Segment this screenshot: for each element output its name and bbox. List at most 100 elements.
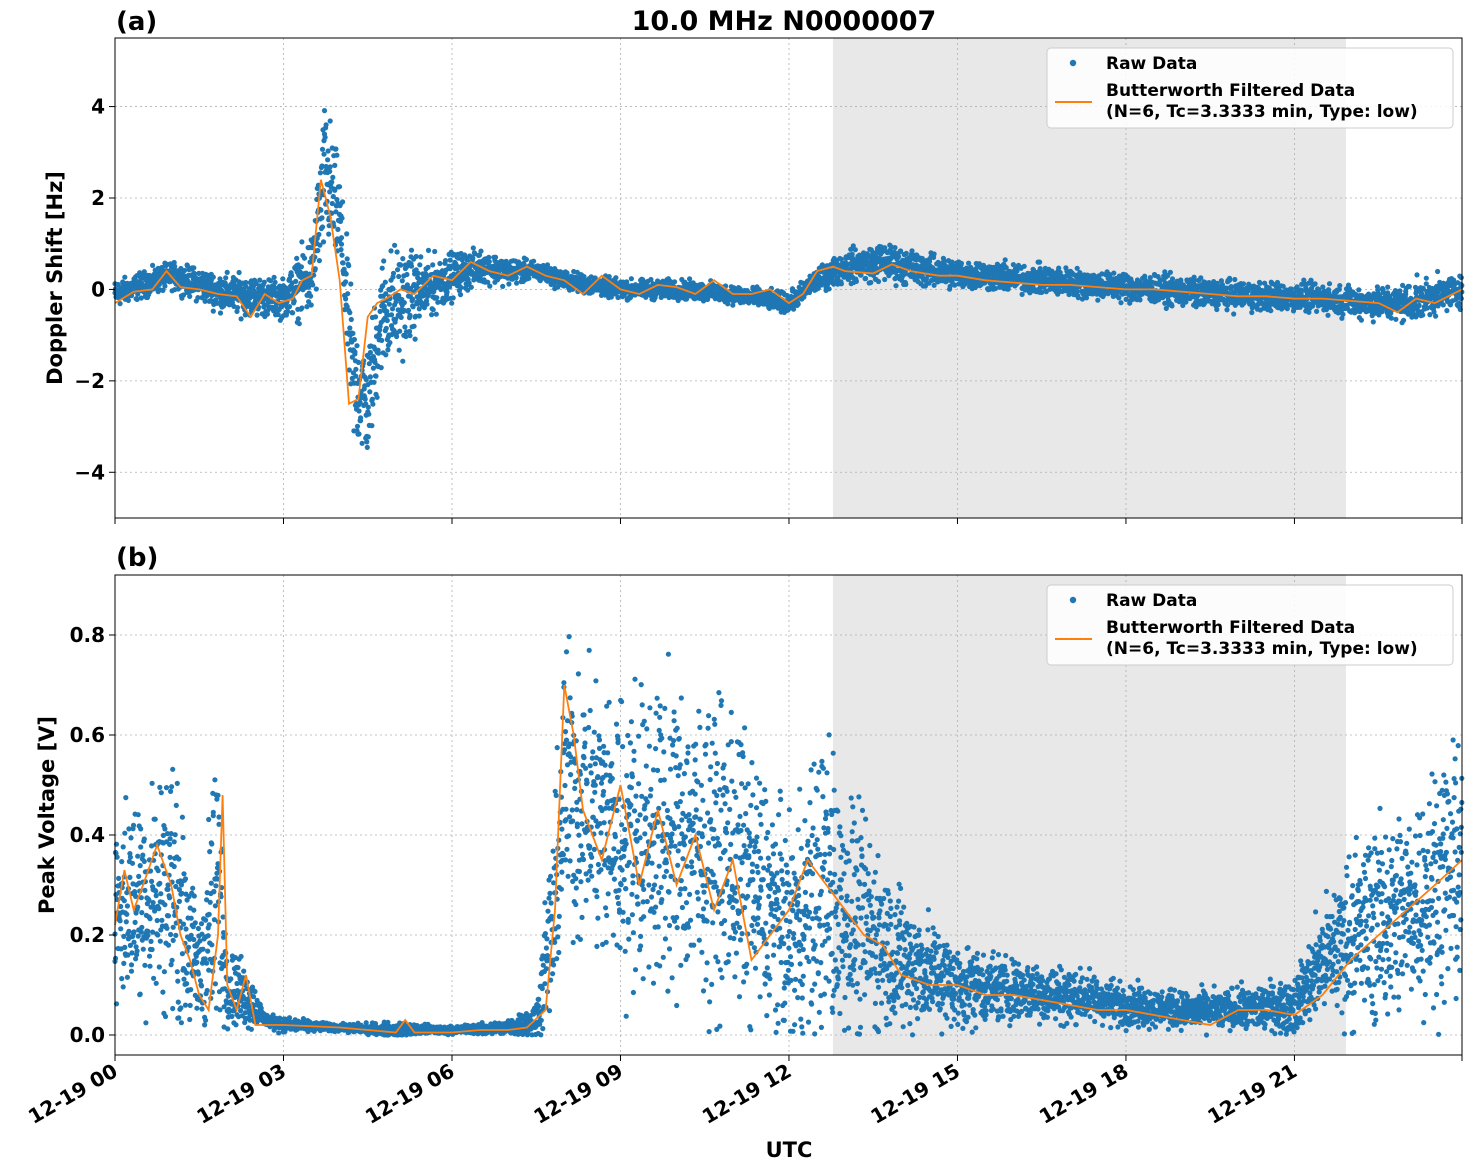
raw-data-point — [334, 152, 340, 158]
raw-data-point — [138, 295, 144, 301]
raw-data-point — [272, 279, 278, 285]
raw-data-point — [343, 279, 349, 285]
raw-data-point — [514, 280, 520, 286]
raw-data-point — [226, 289, 232, 295]
raw-data-point — [399, 278, 405, 284]
raw-data-point — [400, 358, 406, 364]
raw-data-point — [411, 323, 417, 329]
raw-data-point — [402, 324, 408, 330]
raw-data-point — [299, 239, 305, 245]
raw-data-point — [339, 215, 345, 221]
raw-data-point — [613, 275, 619, 281]
raw-data-point — [333, 146, 339, 152]
raw-data-point — [1393, 316, 1399, 322]
raw-data-point — [826, 286, 832, 292]
raw-data-point — [434, 295, 440, 301]
raw-data-point — [378, 365, 384, 371]
panel-a-label: (a) — [116, 7, 157, 37]
raw-data-point — [442, 258, 449, 264]
raw-data-point — [478, 248, 484, 254]
raw-data-point — [294, 255, 300, 261]
raw-data-point — [122, 274, 128, 280]
raw-data-point — [385, 347, 391, 353]
raw-data-point — [229, 299, 235, 306]
raw-data-point — [892, 245, 898, 251]
raw-data-point — [1147, 275, 1153, 281]
raw-data-point — [383, 325, 389, 331]
raw-data-point — [347, 325, 353, 331]
raw-data-point — [310, 282, 316, 288]
raw-data-point — [868, 279, 874, 286]
raw-data-point — [234, 305, 241, 311]
raw-data-point — [417, 262, 423, 268]
raw-data-point — [379, 265, 385, 271]
raw-data-point — [320, 239, 327, 245]
raw-data-point — [195, 295, 201, 301]
raw-data-point — [412, 336, 418, 342]
raw-data-point — [325, 157, 331, 163]
raw-data-point — [327, 118, 333, 124]
raw-data-point — [1257, 280, 1263, 286]
raw-data-point — [238, 316, 244, 322]
raw-data-point — [336, 184, 343, 190]
raw-data-point — [1358, 317, 1364, 323]
raw-data-point — [370, 401, 376, 407]
raw-data-point — [425, 264, 431, 270]
raw-data-point — [299, 305, 305, 311]
raw-data-point — [395, 267, 401, 273]
raw-data-point — [1240, 281, 1247, 287]
raw-data-point — [323, 122, 329, 128]
raw-data-point — [162, 283, 168, 289]
raw-data-point — [958, 260, 965, 266]
raw-data-point — [457, 292, 464, 298]
raw-data-point — [325, 148, 331, 154]
raw-data-point — [1111, 270, 1117, 276]
raw-data-point — [369, 396, 375, 402]
raw-data-point — [257, 277, 263, 283]
raw-data-point — [338, 241, 345, 247]
raw-data-point — [344, 231, 350, 237]
raw-data-point — [369, 423, 375, 429]
raw-data-point — [437, 260, 443, 267]
raw-data-point — [261, 279, 267, 285]
raw-data-point — [373, 373, 379, 379]
raw-data-point — [1312, 281, 1318, 287]
raw-data-point — [492, 254, 499, 260]
raw-data-point — [330, 174, 336, 180]
raw-data-point — [315, 247, 321, 254]
raw-data-point — [1314, 308, 1320, 314]
raw-data-point — [433, 311, 439, 317]
raw-data-point — [450, 295, 456, 301]
raw-data-point — [377, 332, 383, 338]
raw-data-point — [210, 274, 216, 280]
raw-data-point — [351, 336, 357, 343]
raw-data-point — [1385, 284, 1391, 290]
raw-data-point — [390, 270, 397, 276]
raw-data-point — [316, 231, 322, 238]
raw-data-point — [327, 168, 333, 174]
raw-data-point — [286, 304, 293, 310]
raw-data-point — [1214, 306, 1220, 313]
raw-data-point — [319, 146, 326, 152]
raw-data-point — [882, 276, 888, 283]
raw-data-point — [383, 352, 389, 358]
raw-data-point — [387, 340, 393, 346]
raw-data-point — [344, 256, 350, 262]
raw-data-point — [298, 264, 304, 270]
raw-data-point — [348, 316, 354, 323]
raw-data-point — [356, 431, 362, 437]
raw-data-point — [339, 252, 345, 258]
raw-data-point — [1167, 269, 1173, 275]
raw-data-point — [394, 333, 400, 340]
raw-data-point — [394, 249, 400, 255]
raw-data-point — [513, 275, 519, 281]
raw-data-point — [350, 330, 356, 336]
raw-data-point — [210, 308, 216, 314]
raw-data-point — [364, 444, 370, 450]
raw-data-point — [319, 224, 326, 230]
raw-data-point — [364, 439, 370, 445]
raw-data-point — [359, 440, 365, 446]
raw-data-point — [506, 281, 512, 287]
raw-data-point — [345, 291, 351, 297]
raw-data-point — [340, 260, 346, 266]
